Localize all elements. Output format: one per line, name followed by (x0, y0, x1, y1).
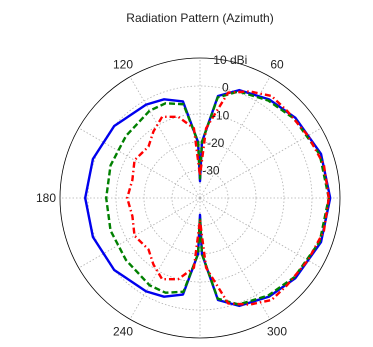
series-line-3 (126, 90, 330, 306)
angular-grid-spoke (78, 197, 201, 269)
angular-tick-labels: 60 120 180 240 300 (36, 58, 287, 339)
radial-tick-label: -10 (212, 108, 230, 122)
radial-tick-label: 10 dBi (213, 53, 247, 67)
series-layer (84, 88, 332, 308)
angular-grid-spoke (199, 197, 271, 320)
angular-grid-spoke (129, 197, 201, 320)
chart-title: Radiation Pattern (Azimuth) (126, 11, 273, 25)
radial-grid-ring (59, 57, 341, 339)
radial-tick-label: -20 (207, 136, 225, 150)
angular-grid (60, 58, 340, 338)
angular-tick-label: 300 (267, 324, 287, 338)
angular-grid-spoke (129, 76, 201, 199)
angular-grid-spoke (78, 127, 201, 199)
series-line-2 (105, 90, 330, 306)
angular-tick-label: 120 (113, 58, 133, 72)
angular-tick-label: 60 (270, 58, 284, 72)
radial-tick-label: -30 (202, 163, 220, 177)
radial-tick-labels: 10 dBi 0 -10 -20 -30 (202, 53, 247, 177)
radial-tick-label: 0 (222, 81, 229, 95)
series-line-1 (84, 88, 332, 308)
angular-tick-label: 180 (36, 191, 56, 205)
angular-grid-spoke (199, 197, 322, 269)
angular-tick-label: 240 (113, 324, 133, 338)
angular-grid-spoke (199, 127, 322, 199)
